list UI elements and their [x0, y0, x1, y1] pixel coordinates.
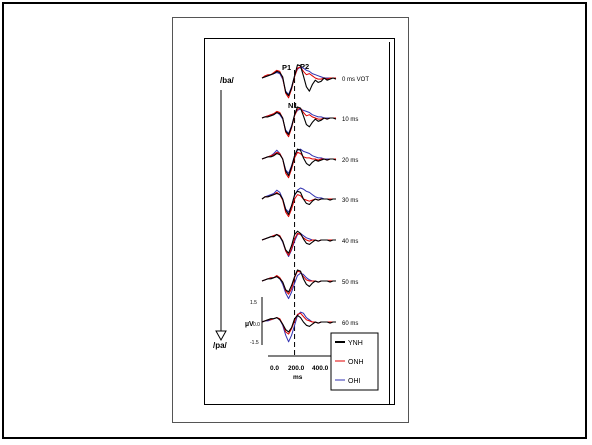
continuum-top-label: /ba/: [220, 76, 235, 85]
waveform-ynh-panel-2: [261, 148, 337, 177]
x-axis-label: ms: [293, 374, 303, 381]
waveform-ynh-panel-5: [261, 269, 336, 293]
waveform-ynh-panel-0: [261, 64, 337, 97]
condition-label-2: 20 ms: [342, 158, 358, 164]
x-tick-label-1: 200.0: [288, 365, 305, 372]
waveform-ohi-panel-5: [261, 272, 336, 300]
condition-label-4: 40 ms: [342, 239, 358, 245]
peak-label-p1: P1: [282, 63, 291, 72]
y-tick-label-top: 1.5: [250, 300, 257, 306]
waveform-ynh-panel-1: [261, 106, 337, 136]
x-axis: 0.0 200.0 400.0 ms: [268, 355, 335, 381]
continuum-bottom-label: /pa/: [213, 341, 228, 350]
waveform-onh-panel-0: [261, 66, 336, 99]
peak-label-p2: P2: [300, 62, 309, 71]
condition-label-3: 30 ms: [342, 198, 358, 204]
waveform-ynh-panel-4: [261, 230, 336, 254]
waveform-group: [261, 64, 337, 343]
legend-label-ohi: OHI: [348, 378, 361, 385]
condition-label-0: 0 ms VOT: [342, 77, 369, 83]
continuum-arrow-head-icon: [215, 330, 227, 342]
y-axis-unit-label: µV: [245, 321, 254, 328]
waveform-onh-panel-3: [261, 191, 336, 218]
figure-shadow: [389, 42, 395, 405]
waveform-ohi-panel-1: [261, 108, 336, 134]
legend-label-onh: ONH: [348, 359, 364, 366]
x-tick-label-0: 0.0: [270, 365, 279, 372]
waveform-onh-panel-1: [261, 107, 336, 138]
peak-label-n1: N1: [288, 101, 298, 110]
legend-label-ynh: YNH: [348, 340, 363, 347]
y-tick-label-mid: 0.0: [253, 322, 260, 328]
condition-label-1: 10 ms: [342, 117, 358, 123]
condition-labels: 0 ms VOT 10 ms 20 ms 30 ms 40 ms 50 ms 6…: [342, 77, 369, 327]
waveform-ynh-panel-6: [261, 314, 336, 333]
waveform-ynh-panel-3: [261, 190, 336, 215]
condition-label-5: 50 ms: [342, 280, 358, 286]
y-tick-label-bottom: -1.5: [250, 340, 259, 346]
x-tick-label-2: 400.0: [312, 365, 329, 372]
waveform-ohi-panel-0: [261, 66, 336, 95]
legend: YNH ONH OHI: [330, 332, 379, 391]
y-scale-bar: 1.5 0.0 -1.5 µV: [245, 297, 263, 346]
condition-label-6: 60 ms: [342, 321, 358, 327]
